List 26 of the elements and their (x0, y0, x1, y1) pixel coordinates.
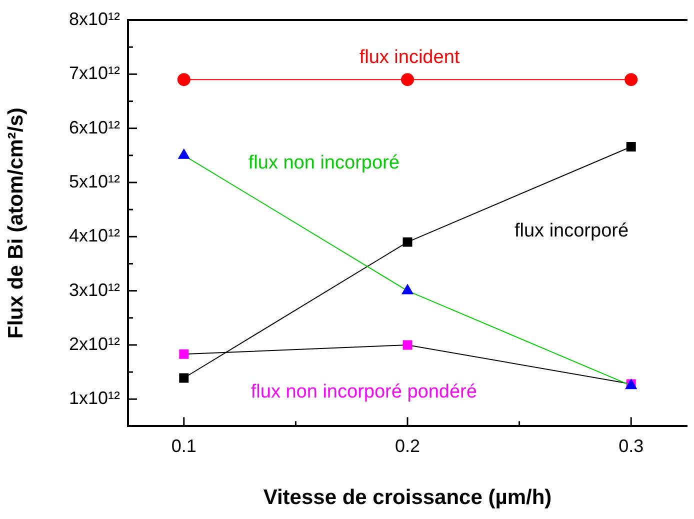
y-tick-label: 4x10¹² (68, 226, 120, 246)
point (179, 373, 189, 383)
y-tick-label: 6x10¹² (68, 117, 120, 138)
y-tick-label: 3x10¹² (68, 280, 120, 300)
point (179, 349, 189, 359)
y-tick-label: 7x10¹² (68, 63, 120, 84)
y-tick-label: 1x10¹² (68, 388, 120, 408)
y-tick-label: 8x10¹² (68, 8, 120, 29)
point (177, 73, 190, 86)
point (624, 73, 638, 86)
x-tick-label: 0.1 (171, 436, 196, 456)
x-tick-label: 0.3 (618, 436, 644, 456)
y-axis-title: Flux de Bi (atom/cm²/s) (4, 108, 28, 339)
point (402, 237, 412, 247)
point (401, 73, 414, 86)
point (402, 340, 412, 350)
point (626, 142, 636, 152)
point (402, 284, 414, 294)
x-tick-label: 0.2 (394, 436, 420, 456)
y-tick-label: 2x10¹² (68, 334, 120, 354)
series-label: flux incident (359, 46, 460, 68)
y-tick-label: 5x10¹² (68, 171, 120, 192)
series-label: flux non incorporé (248, 152, 400, 174)
series-label: flux non incorporé pondéré (250, 381, 477, 402)
x-axis-title: Vitesse de croissance (µm/h) (263, 486, 552, 510)
series-label: flux incorporé (514, 220, 629, 242)
